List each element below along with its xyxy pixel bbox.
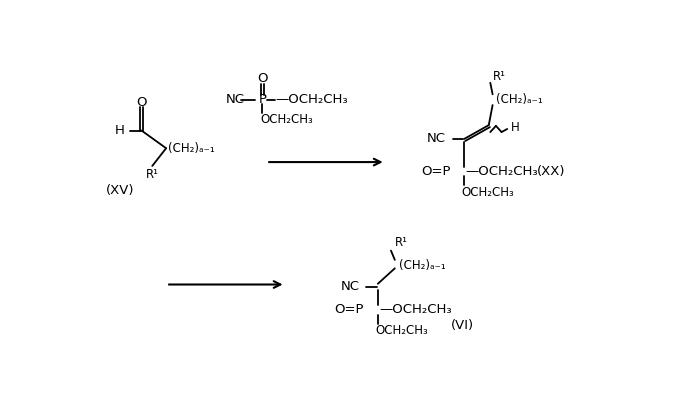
Text: O=P: O=P (421, 165, 450, 178)
Text: OCH₂CH₃: OCH₂CH₃ (375, 324, 428, 337)
Text: NC: NC (426, 132, 446, 146)
Text: R¹: R¹ (493, 70, 505, 83)
Text: R¹: R¹ (395, 236, 408, 249)
Text: (XV): (XV) (106, 184, 135, 197)
Text: R¹: R¹ (146, 168, 159, 181)
Text: O: O (257, 72, 268, 85)
Text: (XX): (XX) (538, 165, 565, 178)
Text: (VI): (VI) (451, 319, 474, 332)
Text: —OCH₂CH₃: —OCH₂CH₃ (380, 304, 452, 316)
Text: NC: NC (340, 280, 359, 293)
Text: OCH₂CH₃: OCH₂CH₃ (462, 186, 514, 198)
Text: O: O (136, 95, 147, 109)
Text: —OCH₂CH₃: —OCH₂CH₃ (275, 93, 348, 106)
Text: O=P: O=P (335, 304, 364, 316)
Text: P: P (259, 93, 266, 106)
Text: H: H (115, 124, 124, 137)
Text: (CH₂)ₐ₋₁: (CH₂)ₐ₋₁ (496, 93, 543, 106)
Text: NC: NC (226, 93, 245, 106)
Text: OCH₂CH₃: OCH₂CH₃ (260, 113, 313, 126)
Text: H: H (511, 121, 520, 134)
Text: —OCH₂CH₃: —OCH₂CH₃ (466, 165, 538, 178)
Text: (CH₂)ₐ₋₁: (CH₂)ₐ₋₁ (398, 259, 445, 272)
Text: (CH₂)ₐ₋₁: (CH₂)ₐ₋₁ (168, 142, 215, 155)
